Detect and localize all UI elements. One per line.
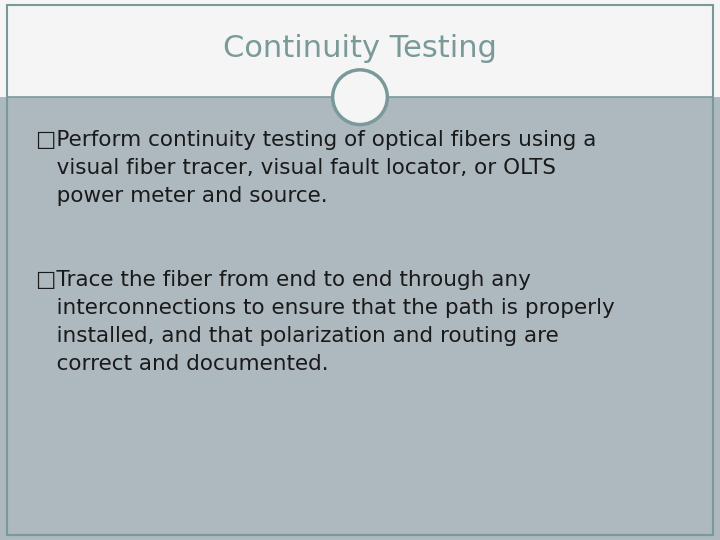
Bar — [0, 97, 720, 540]
Text: Continuity Testing: Continuity Testing — [223, 34, 497, 63]
Text: □Trace the fiber from end to end through any
   interconnections to ensure that : □Trace the fiber from end to end through… — [36, 270, 615, 374]
Bar — [0, 0, 720, 97]
Ellipse shape — [333, 70, 387, 125]
Text: □Perform continuity testing of optical fibers using a
   visual fiber tracer, vi: □Perform continuity testing of optical f… — [36, 130, 596, 206]
